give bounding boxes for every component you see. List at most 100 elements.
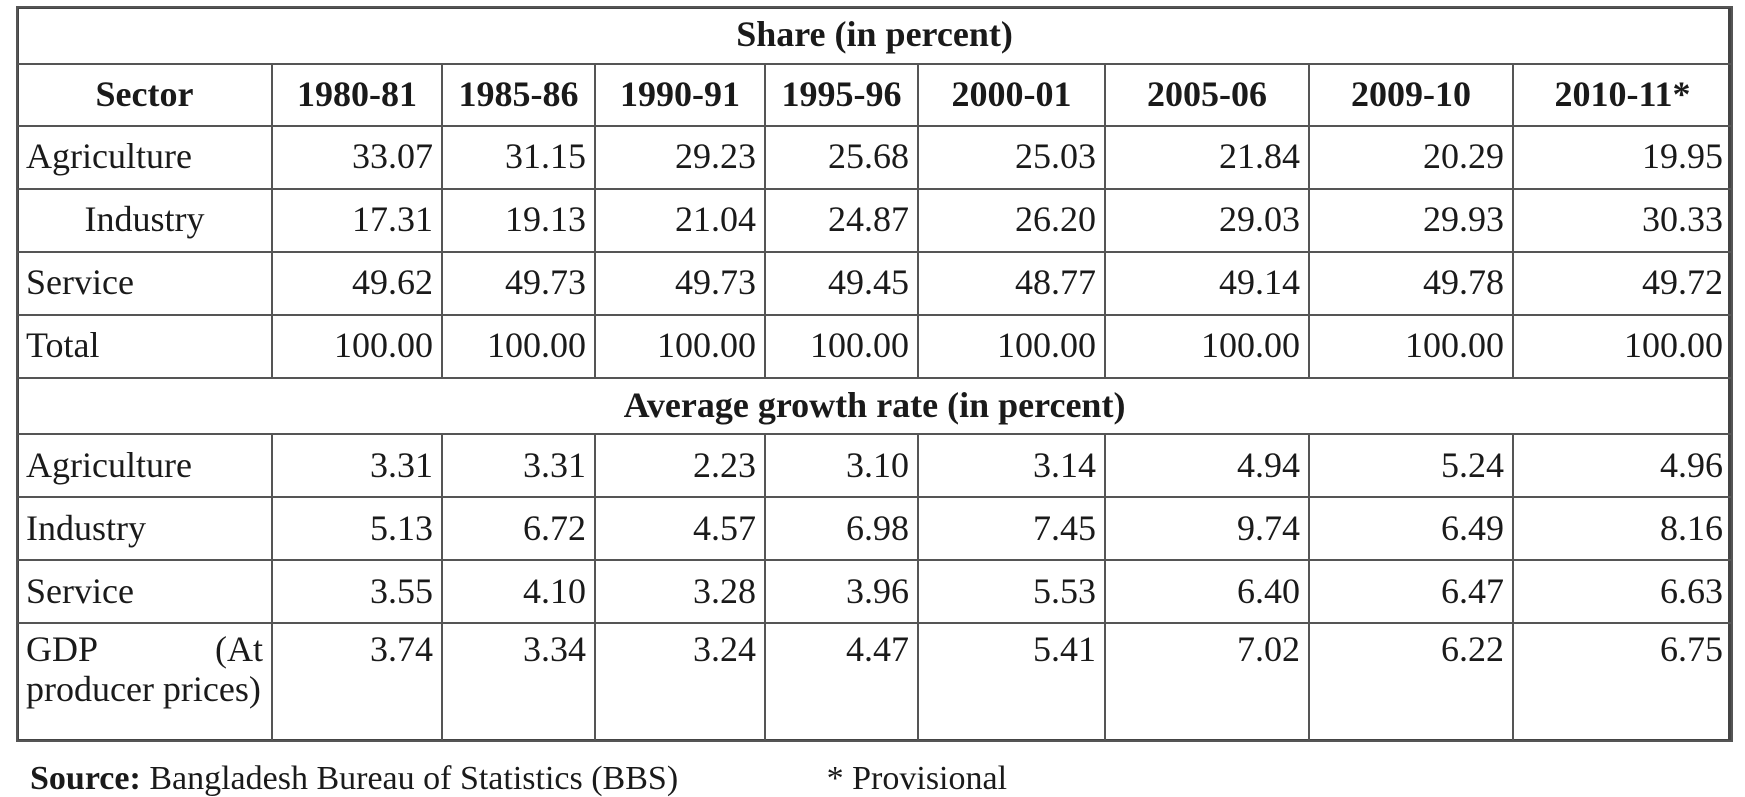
share-section-row: Share (in percent) (15, 6, 1734, 65)
value-cell: 17.31 (271, 187, 443, 253)
value-cell: 6.47 (1308, 559, 1514, 625)
value-cell: 48.77 (917, 250, 1106, 316)
value-cell: 5.24 (1308, 433, 1514, 499)
value-cell: 33.07 (271, 124, 443, 190)
value-cell: 100.00 (764, 313, 919, 379)
source-text: Bangladesh Bureau of Statistics (BBS) (149, 760, 679, 797)
sector-label: Service (16, 250, 273, 316)
value-cell: 100.00 (917, 313, 1106, 379)
value-cell: 26.20 (917, 187, 1106, 253)
value-cell: 4.94 (1104, 433, 1310, 499)
value-cell: 7.02 (1104, 622, 1310, 742)
value-cell: 6.40 (1104, 559, 1310, 625)
growth-section-title: Average growth rate (in percent) (15, 376, 1734, 436)
value-cell: 19.95 (1511, 124, 1734, 190)
value-cell: 20.29 (1308, 124, 1514, 190)
value-cell: 25.68 (764, 124, 919, 190)
value-cell: 5.53 (917, 559, 1106, 625)
year-header: 2010-11* (1511, 62, 1734, 127)
value-cell: 49.73 (594, 250, 766, 316)
value-cell: 21.84 (1104, 124, 1310, 190)
gdp-label-line: GDP (At (26, 630, 263, 670)
year-header: 1985-86 (441, 62, 596, 127)
value-cell: 29.03 (1104, 187, 1310, 253)
gdp-label-qualifier: (At (215, 629, 263, 670)
value-cell: 6.98 (764, 496, 919, 562)
year-header: 1980-81 (271, 62, 443, 127)
value-cell: 4.96 (1511, 433, 1734, 499)
value-cell: 3.10 (764, 433, 919, 499)
provisional-note: * Provisional (826, 760, 1008, 797)
value-cell: 4.47 (764, 622, 919, 742)
value-cell: 49.14 (1104, 250, 1310, 316)
value-cell: 100.00 (1104, 313, 1310, 379)
value-cell: 19.13 (441, 187, 596, 253)
sector-label: Industry (16, 496, 273, 562)
value-cell: 6.75 (1511, 622, 1734, 742)
value-cell: 6.49 (1308, 496, 1514, 562)
value-cell: 21.04 (594, 187, 766, 253)
sector-header: Sector (16, 62, 273, 127)
value-cell: 5.41 (917, 622, 1106, 742)
table-row: Industry 5.13 6.72 4.57 6.98 7.45 9.74 6.49 8.16 (16, 496, 1734, 562)
value-cell: 24.87 (764, 187, 919, 253)
gdp-label-text: GDP (26, 629, 99, 670)
value-cell: 31.15 (441, 124, 596, 190)
value-cell: 3.14 (917, 433, 1106, 499)
value-cell: 100.00 (271, 313, 443, 379)
table-row: Industry 17.31 19.13 21.04 24.87 26.20 29.03 29… (16, 187, 1734, 253)
sector-label: Agriculture (16, 433, 273, 499)
gdp-label: GDP (At producer prices) (16, 622, 273, 742)
value-cell: 3.24 (594, 622, 766, 742)
sector-share-growth-table: Share (in percent) Sector 1980-81 1985-86… (15, 6, 1734, 742)
source-label: Source: (30, 760, 141, 797)
value-cell: 100.00 (1511, 313, 1734, 379)
value-cell: 49.72 (1511, 250, 1734, 316)
year-header: 2009-10 (1308, 62, 1514, 127)
year-header: 1990-91 (594, 62, 766, 127)
year-header: 2005-06 (1104, 62, 1310, 127)
value-cell: 4.57 (594, 496, 766, 562)
value-cell: 100.00 (594, 313, 766, 379)
value-cell: 49.62 (271, 250, 443, 316)
value-cell: 3.55 (271, 559, 443, 625)
value-cell: 25.03 (917, 124, 1106, 190)
sector-label: Service (16, 559, 273, 625)
value-cell: 5.13 (271, 496, 443, 562)
value-cell: 29.93 (1308, 187, 1514, 253)
table-row: Service 49.62 49.73 49.73 49.45 48.77 49.14 49.… (16, 250, 1734, 316)
sector-label: Industry (16, 187, 273, 253)
growth-section-row: Average growth rate (in percent) (15, 376, 1734, 436)
source-footnote: Source: Bangladesh Bureau of Statistics … (30, 760, 1007, 797)
value-cell: 3.74 (271, 622, 443, 742)
year-header: 2000-01 (917, 62, 1106, 127)
table-row: Service 3.55 4.10 3.28 3.96 5.53 6.40 6.47 6.63 (16, 559, 1734, 625)
value-cell: 29.23 (594, 124, 766, 190)
value-cell: 9.74 (1104, 496, 1310, 562)
table-row: Agriculture 33.07 31.15 29.23 25.68 25.03 21.8… (16, 124, 1734, 190)
value-cell: 6.22 (1308, 622, 1514, 742)
year-header: 1995-96 (764, 62, 919, 127)
value-cell: 3.96 (764, 559, 919, 625)
value-cell: 3.31 (441, 433, 596, 499)
value-cell: 2.23 (594, 433, 766, 499)
value-cell: 4.10 (441, 559, 596, 625)
value-cell: 8.16 (1511, 496, 1734, 562)
value-cell: 100.00 (1308, 313, 1514, 379)
value-cell: 3.31 (271, 433, 443, 499)
value-cell: 30.33 (1511, 187, 1734, 253)
gdp-label-subtext: producer prices) (26, 669, 261, 710)
table-row: GDP (At producer prices) 3.74 3.34 3.24 4.47 5.… (16, 622, 1734, 742)
share-section-title: Share (in percent) (15, 6, 1734, 65)
value-cell: 49.78 (1308, 250, 1514, 316)
value-cell: 7.45 (917, 496, 1106, 562)
header-row: Sector 1980-81 1985-86 1990-91 1995-96 2000-… (16, 62, 1734, 127)
table-row: Total 100.00 100.00 100.00 100.00 100.00 100.0… (16, 313, 1734, 379)
value-cell: 100.00 (441, 313, 596, 379)
sector-label: Agriculture (16, 124, 273, 190)
value-cell: 3.28 (594, 559, 766, 625)
sector-label: Total (16, 313, 273, 379)
value-cell: 6.72 (441, 496, 596, 562)
value-cell: 6.63 (1511, 559, 1734, 625)
table-row: Agriculture 3.31 3.31 2.23 3.10 3.14 4.94 5.24 4… (16, 433, 1734, 499)
